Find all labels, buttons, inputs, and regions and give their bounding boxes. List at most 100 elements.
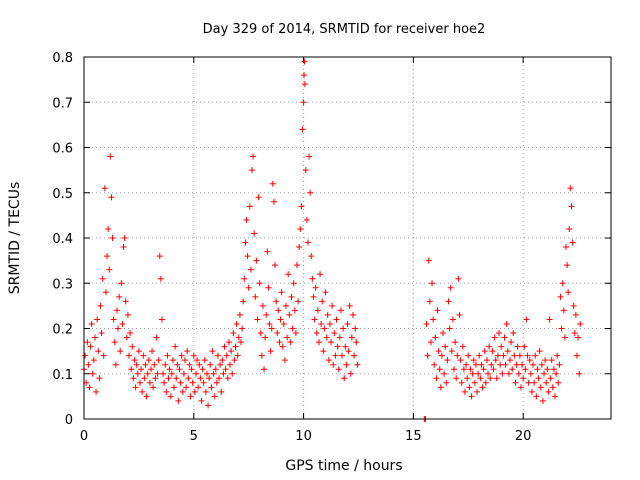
data-point [188, 366, 195, 373]
data-point [301, 72, 308, 79]
data-point [476, 352, 483, 359]
data-point [449, 316, 456, 323]
data-point [431, 361, 438, 368]
data-point [557, 293, 564, 300]
data-point [347, 370, 354, 377]
data-point [483, 357, 490, 364]
data-point [523, 316, 530, 323]
data-point [295, 298, 302, 305]
data-point [324, 311, 331, 318]
data-point [133, 361, 140, 368]
data-point [438, 352, 445, 359]
data-point [274, 330, 281, 337]
data-point [468, 393, 475, 400]
data-point [322, 289, 329, 296]
data-point [475, 370, 482, 377]
data-point [472, 361, 479, 368]
data-point [331, 330, 338, 337]
y-tick-label: 0.1 [52, 368, 73, 383]
x-tick-label: 10 [295, 429, 312, 444]
data-point [138, 366, 145, 373]
data-point [283, 302, 290, 309]
data-point [95, 348, 102, 355]
data-point [315, 339, 322, 346]
data-point [505, 370, 512, 377]
data-point [109, 235, 116, 241]
data-point [297, 225, 304, 232]
data-point [339, 352, 346, 359]
data-point [477, 375, 484, 382]
data-point [288, 293, 295, 300]
data-point [223, 352, 230, 359]
y-tick-label: 0.2 [52, 323, 73, 338]
data-point [163, 388, 170, 395]
data-point [255, 194, 262, 201]
data-point [155, 357, 162, 364]
data-point [128, 366, 135, 373]
data-point [88, 320, 95, 327]
data-point [213, 379, 220, 386]
data-point [532, 352, 539, 359]
data-point [571, 330, 578, 337]
data-point [200, 379, 207, 386]
data-point [115, 325, 122, 332]
data-point [179, 388, 186, 395]
data-point [302, 167, 309, 174]
data-points [81, 58, 584, 422]
data-point [353, 339, 360, 346]
data-point [318, 320, 325, 327]
data-point [254, 316, 261, 323]
data-point [455, 275, 462, 282]
data-point [539, 397, 546, 404]
data-point [300, 99, 307, 106]
data-point [577, 320, 584, 327]
data-point [524, 352, 531, 359]
data-point [424, 352, 431, 359]
data-point [220, 370, 227, 377]
data-point [466, 384, 473, 391]
data-point [314, 307, 321, 314]
data-point [247, 266, 254, 273]
data-point [129, 343, 136, 350]
data-point [176, 366, 183, 373]
plot-frame [83, 56, 612, 420]
data-point [225, 339, 232, 346]
data-point [454, 352, 461, 359]
data-point [354, 361, 361, 368]
data-point [145, 357, 152, 364]
data-point [90, 357, 97, 364]
data-point [217, 361, 224, 368]
data-point [175, 397, 182, 404]
data-point [144, 370, 151, 377]
y-axis-title: SRMTID / TECUs [7, 182, 23, 295]
data-point [514, 343, 521, 350]
data-point [446, 325, 453, 332]
data-point [110, 316, 117, 323]
data-point [287, 339, 294, 346]
data-point [194, 357, 201, 364]
data-point [177, 379, 184, 386]
data-point [442, 343, 449, 350]
data-point [452, 339, 459, 346]
data-point [345, 348, 352, 355]
data-point [299, 126, 306, 133]
data-point [279, 343, 286, 350]
data-point [165, 375, 172, 382]
data-point [113, 307, 120, 314]
data-point [450, 366, 457, 373]
y-tick-label: 0.7 [52, 96, 73, 111]
data-point [124, 311, 131, 318]
data-point [568, 203, 575, 210]
data-point [119, 320, 126, 327]
data-point [199, 366, 206, 373]
data-point [98, 330, 105, 337]
data-point [323, 334, 330, 341]
data-point [493, 375, 500, 382]
data-point [168, 370, 175, 377]
data-point [511, 352, 518, 359]
data-point [458, 379, 465, 386]
data-point [232, 343, 239, 350]
data-point [527, 370, 534, 377]
data-point [461, 388, 468, 395]
data-point [229, 370, 236, 377]
